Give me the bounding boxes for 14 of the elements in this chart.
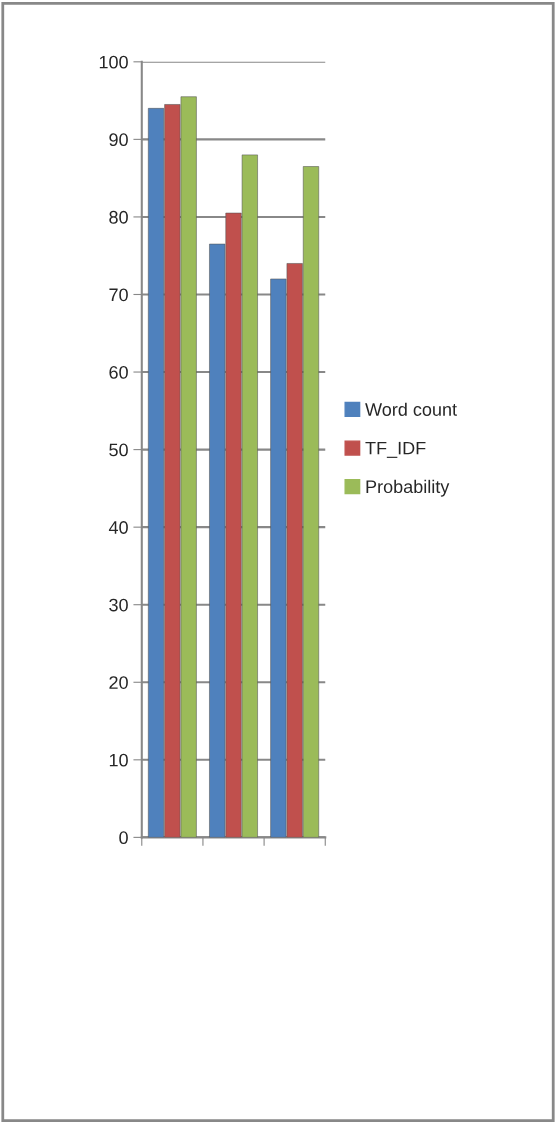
y-tick-label: 60	[109, 365, 128, 379]
y-tick-label: 10	[109, 753, 128, 767]
y-tick-label: 90	[109, 133, 128, 147]
y-tick-label: 30	[109, 598, 128, 612]
y-tick-label: 100	[99, 55, 128, 69]
y-tick-label: 80	[109, 210, 128, 224]
y-tick-label: 40	[108, 521, 128, 534]
y-tick-label: 0	[119, 831, 128, 845]
y-tick-label: 20	[109, 676, 128, 689]
y-tick-label: 70	[109, 288, 128, 302]
legend-label: TF_IDF	[365, 441, 426, 458]
legend-label: Probability	[366, 479, 450, 497]
y-tick-label: 50	[109, 443, 128, 457]
legend-label: Word count	[365, 402, 457, 416]
